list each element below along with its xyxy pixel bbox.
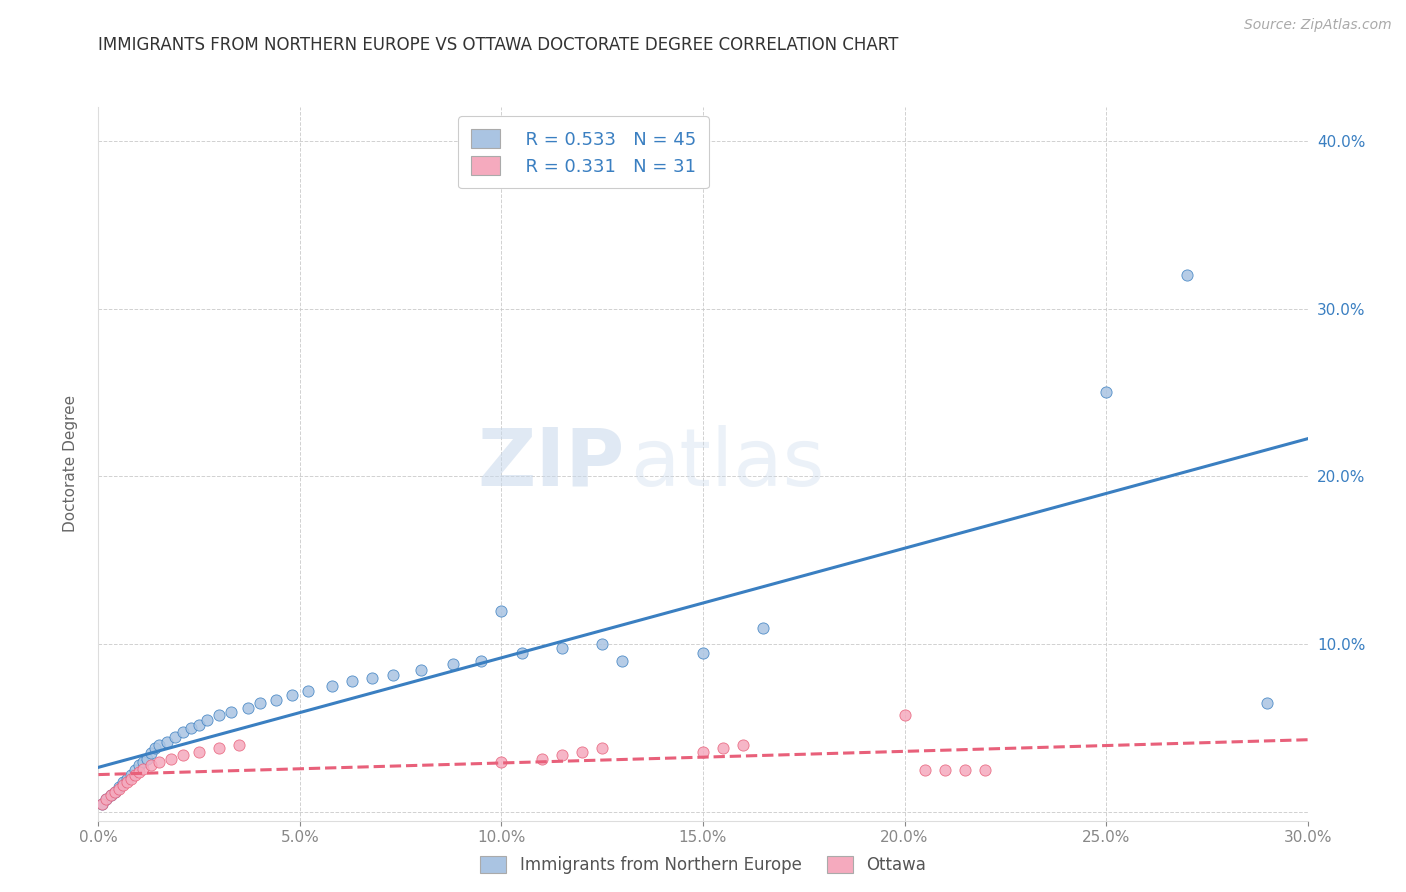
Point (163, 730, 186, 744)
Point (733, 738, 755, 752)
Point (752, 621, 775, 635)
Text: Source: ZipAtlas.com: Source: ZipAtlas.com (1244, 18, 1392, 32)
Point (321, 679, 343, 693)
Point (139, 747, 162, 761)
Point (1256, 696, 1278, 710)
Text: atlas: atlas (630, 425, 825, 503)
Legend: Immigrants from Northern Europe, Ottawa: Immigrants from Northern Europe, Ottawa (470, 846, 936, 884)
Point (530, 751, 553, 765)
Point (470, 654, 492, 668)
Point (409, 663, 432, 677)
Point (143, 741, 166, 756)
Point (491, 755, 513, 769)
Point (491, 604, 513, 618)
Point (1095, 385, 1118, 400)
Point (893, 707, 915, 722)
Point (172, 748, 194, 763)
Point (281, 688, 304, 702)
Point (132, 762, 155, 776)
Point (120, 768, 142, 782)
Point (591, 637, 613, 651)
Point (208, 741, 231, 756)
Point (103, 785, 125, 799)
Point (221, 705, 243, 719)
Point (195, 713, 218, 727)
Y-axis label: Doctorate Degree: Doctorate Degree (63, 395, 77, 533)
Point (135, 751, 157, 765)
Point (361, 671, 384, 685)
Point (208, 707, 231, 722)
Point (107, 781, 129, 796)
Point (100, 789, 122, 803)
Point (297, 684, 319, 698)
Point (111, 778, 134, 792)
Point (551, 640, 574, 655)
Point (107, 780, 129, 794)
Point (128, 758, 150, 772)
Point (692, 745, 714, 759)
Point (264, 692, 287, 706)
Point (711, 741, 734, 756)
Point (96, 792, 118, 806)
Point (160, 751, 183, 765)
Point (934, 764, 956, 778)
Point (612, 654, 634, 668)
Point (510, 646, 533, 660)
Point (188, 745, 211, 759)
Point (172, 724, 194, 739)
Point (139, 758, 162, 772)
Point (914, 764, 936, 778)
Point (115, 772, 138, 786)
Point (120, 772, 142, 786)
Text: IMMIGRANTS FROM NORTHERN EUROPE VS OTTAWA DOCTORATE DEGREE CORRELATION CHART: IMMIGRANTS FROM NORTHERN EUROPE VS OTTAW… (98, 36, 898, 54)
Point (128, 764, 150, 779)
Point (96, 792, 118, 806)
Point (571, 745, 593, 759)
Point (91, 797, 114, 811)
Point (148, 755, 170, 769)
Point (953, 764, 976, 778)
Point (188, 718, 211, 732)
Point (228, 738, 250, 752)
Point (591, 741, 613, 756)
Point (91, 797, 114, 811)
Point (236, 701, 259, 715)
Text: ZIP: ZIP (477, 425, 624, 503)
Point (156, 735, 179, 749)
Point (111, 775, 134, 789)
Point (249, 696, 271, 710)
Point (148, 738, 170, 752)
Point (124, 768, 146, 782)
Point (441, 657, 464, 672)
Point (124, 764, 146, 778)
Point (132, 755, 155, 769)
Point (342, 674, 364, 689)
Point (381, 667, 404, 681)
Point (115, 775, 138, 789)
Point (103, 785, 125, 799)
Point (100, 789, 122, 803)
Point (551, 748, 574, 763)
Point (974, 764, 997, 778)
Point (692, 646, 714, 660)
Point (180, 721, 202, 735)
Point (1175, 268, 1198, 282)
